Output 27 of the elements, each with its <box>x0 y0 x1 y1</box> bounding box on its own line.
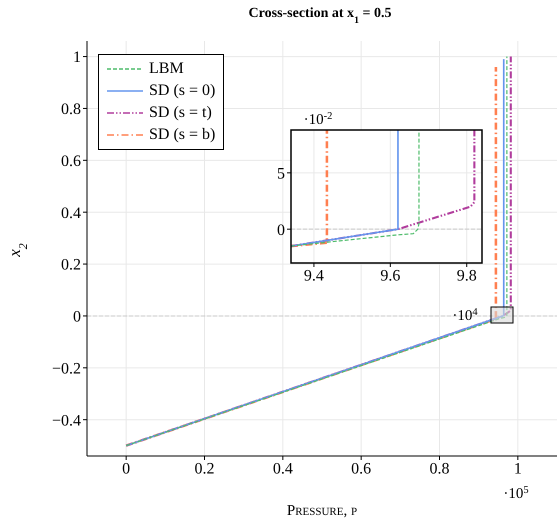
x-tick-label: 0.6 <box>351 460 372 478</box>
x-tick-label: 0.2 <box>194 460 214 478</box>
x-tick-label: 9.6 <box>380 267 400 284</box>
y-tick-label: 0.6 <box>61 152 81 170</box>
x-tick-label: 0 <box>122 460 130 478</box>
y-tick-label: −0.4 <box>52 412 81 430</box>
x-tick-label: 9.4 <box>304 267 324 284</box>
y-tick-label: 0 <box>73 308 81 326</box>
x-axis-title: Pressure, p <box>286 503 358 519</box>
x-tick-label: 1 <box>514 460 522 478</box>
line-series <box>291 130 476 248</box>
legend-label: SD (s = b) <box>149 125 216 145</box>
x-tick-label: 9.8 <box>456 267 477 284</box>
y-tick-label: 0.8 <box>61 101 81 118</box>
annotation: ·10$^{4}$ <box>452 306 478 324</box>
y-tick-label: −0.2 <box>52 360 81 378</box>
chart-title: Cross-section at x$_{1}$ = 0.5 <box>248 6 392 26</box>
y-tick-label: 1 <box>73 49 81 66</box>
text: ·10$^{5}$ <box>503 484 529 502</box>
line-series <box>291 130 420 247</box>
legend-label: LBM <box>149 59 184 79</box>
x-tick-label: 0.8 <box>430 460 450 478</box>
annotation: ·10$^{-2}$ <box>304 110 332 128</box>
legend-label: SD (s = 0) <box>149 81 216 101</box>
legend-label: SD (s = t) <box>149 103 212 123</box>
y-tick-label: 5 <box>277 166 285 183</box>
y-tick-label: 0.4 <box>61 204 81 222</box>
